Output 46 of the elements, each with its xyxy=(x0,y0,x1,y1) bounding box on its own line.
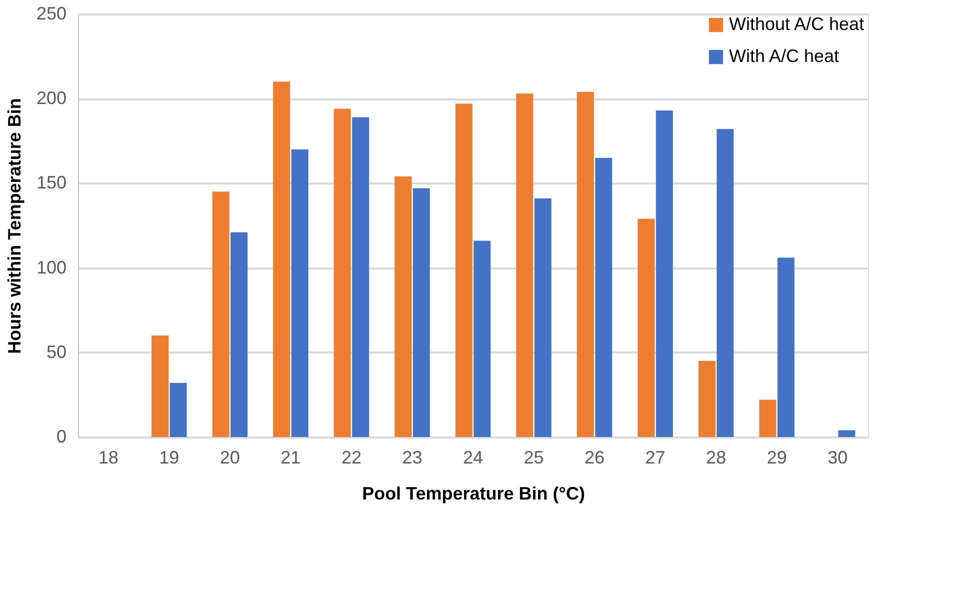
bar xyxy=(759,400,776,437)
bar xyxy=(273,82,290,437)
bar xyxy=(716,129,734,437)
x-tick-label: 25 xyxy=(524,448,544,468)
y-tick-label: 150 xyxy=(36,172,66,193)
x-tick-label: 26 xyxy=(584,448,605,468)
x-tick-label: 29 xyxy=(766,448,787,468)
bar xyxy=(455,104,472,437)
bar xyxy=(656,110,673,437)
x-tick-label: 19 xyxy=(159,448,180,468)
y-tick-label: 250 xyxy=(36,4,66,24)
x-tick-label: 22 xyxy=(341,448,362,468)
bar xyxy=(394,176,412,437)
x-tick-label: 27 xyxy=(645,448,666,468)
bar xyxy=(334,108,351,437)
x-tick-label: 24 xyxy=(462,448,484,468)
legend-label: With A/C heat xyxy=(729,46,840,66)
bar xyxy=(170,382,187,437)
x-tick-label: 20 xyxy=(220,448,240,468)
bar xyxy=(291,149,308,437)
legend-label: Without A/C heat xyxy=(729,14,864,34)
x-tick-label: 21 xyxy=(280,448,301,468)
bar xyxy=(516,94,534,437)
bar xyxy=(777,258,794,437)
y-tick-label: 100 xyxy=(36,257,66,278)
bar xyxy=(230,232,248,437)
y-axis-title: Hours within Temperature Bin xyxy=(4,98,24,354)
x-tick-label: 18 xyxy=(98,448,118,468)
bar xyxy=(698,360,716,437)
bar xyxy=(212,192,230,437)
bar xyxy=(534,198,552,437)
x-tick-label: 30 xyxy=(828,448,848,468)
bar xyxy=(474,240,491,437)
y-tick-label: 0 xyxy=(56,426,66,446)
bar xyxy=(412,188,430,437)
bar xyxy=(152,335,169,437)
x-axis-title: Pool Temperature Bin (°C) xyxy=(362,484,585,504)
bar xyxy=(638,218,655,437)
bar xyxy=(838,430,856,437)
bar xyxy=(595,158,612,437)
bar xyxy=(352,117,370,437)
x-tick-label: 23 xyxy=(402,448,422,468)
x-tick-label: 28 xyxy=(706,448,726,468)
y-tick-label: 200 xyxy=(36,88,66,108)
y-tick-label: 50 xyxy=(46,342,66,362)
bar xyxy=(576,92,594,437)
